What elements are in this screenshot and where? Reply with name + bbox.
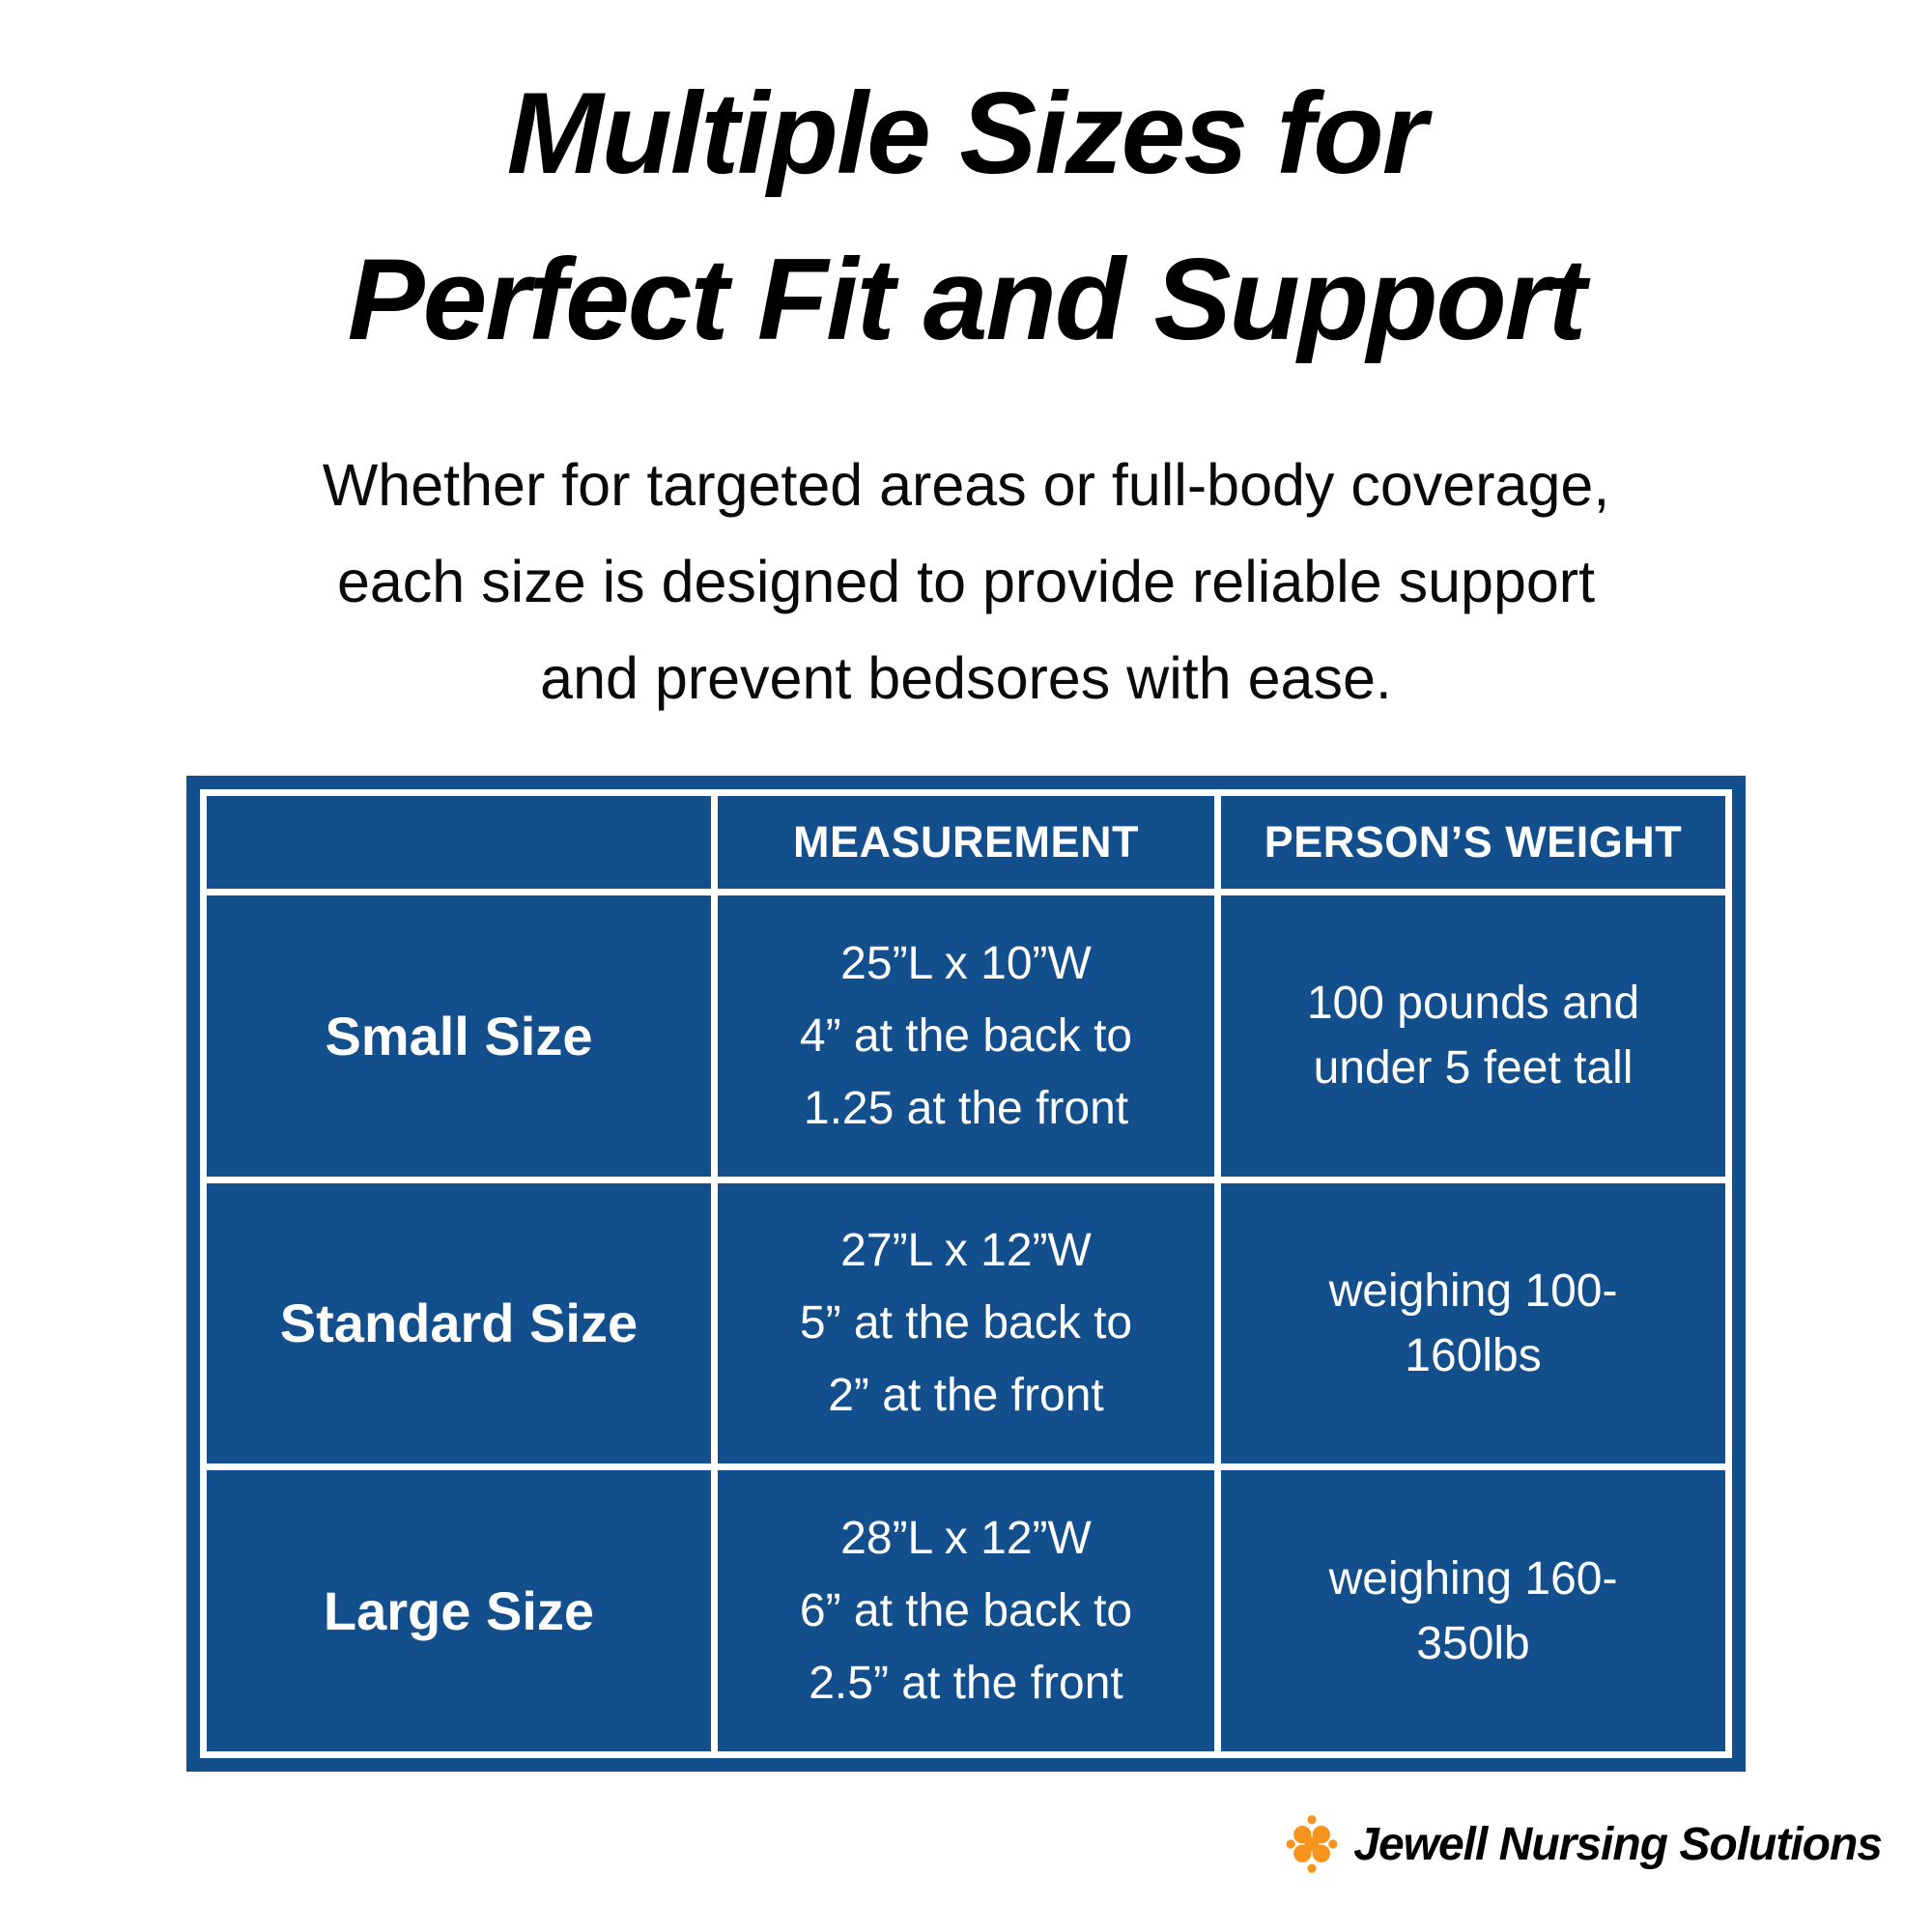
table-frame: MEASUREMENT PERSON’S WEIGHT Small Size 2…: [200, 789, 1732, 1758]
measurement-line: 1.25 at the front: [803, 1082, 1129, 1134]
row-large-measurement: 28”L x 12”W 6” at the back to 2.5” at th…: [717, 1470, 1215, 1751]
row-small-weight: 100 pounds and under 5 feet tall: [1221, 895, 1725, 1177]
subtitle-line-3: and prevent bedsores with ease.: [540, 645, 1392, 711]
measurement-line: 25”L x 10”W: [840, 937, 1092, 989]
weight-line: 350lb: [1416, 1617, 1530, 1669]
measurement-line: 5” at the back to: [799, 1297, 1133, 1350]
measurement-line: 4” at the back to: [799, 1009, 1133, 1062]
brand-name: Jewell Nursing Solutions: [1353, 1818, 1883, 1870]
measurement-line: 6” at the back to: [799, 1585, 1133, 1637]
title-line-1: Multiple Sizes for: [506, 69, 1428, 198]
measurement-line: 2” at the front: [828, 1370, 1104, 1422]
title-line-2: Perfect Fit and Support: [347, 235, 1587, 364]
subtitle-line-2: each size is designed to provide reliabl…: [336, 549, 1596, 614]
weight-line: weighing 160-: [1328, 1552, 1618, 1605]
row-standard-measurement: 27”L x 12”W 5” at the back to 2” at the …: [717, 1182, 1215, 1464]
weight-line: 100 pounds and: [1306, 978, 1640, 1030]
row-large-weight: weighing 160- 350lb: [1221, 1470, 1725, 1751]
row-small-measurement: 25”L x 10”W 4” at the back to 1.25 at th…: [717, 895, 1215, 1177]
size-comparison-table: MEASUREMENT PERSON’S WEIGHT Small Size 2…: [186, 776, 1746, 1772]
row-large-size-label: Large Size: [207, 1470, 711, 1751]
measurement-line: 28”L x 12”W: [840, 1513, 1092, 1565]
table-grid: MEASUREMENT PERSON’S WEIGHT Small Size 2…: [207, 796, 1725, 1751]
measurement-line: 27”L x 12”W: [840, 1225, 1092, 1277]
asterisk-flower-icon: [1284, 1814, 1340, 1874]
row-standard-size-label: Standard Size: [207, 1182, 711, 1464]
weight-line: under 5 feet tall: [1313, 1042, 1634, 1094]
subtitle-line-1: Whether for targeted areas or full-body …: [322, 452, 1610, 518]
weight-line: weighing 100-: [1328, 1264, 1618, 1317]
header-cell-weight: PERSON’S WEIGHT: [1221, 796, 1725, 889]
header-cell-measurement: MEASUREMENT: [717, 796, 1215, 889]
row-small-size-label: Small Size: [207, 895, 711, 1177]
header-cell-size: [207, 796, 711, 889]
page-title: Multiple Sizes for Perfect Fit and Suppo…: [0, 50, 1932, 383]
measurement-line: 2.5” at the front: [809, 1658, 1123, 1710]
page-subtitle: Whether for targeted areas or full-body …: [0, 437, 1932, 726]
brand-logo: Jewell Nursing Solutions: [1284, 1814, 1883, 1874]
weight-line: 160lbs: [1405, 1329, 1542, 1381]
row-standard-weight: weighing 100- 160lbs: [1221, 1182, 1725, 1464]
